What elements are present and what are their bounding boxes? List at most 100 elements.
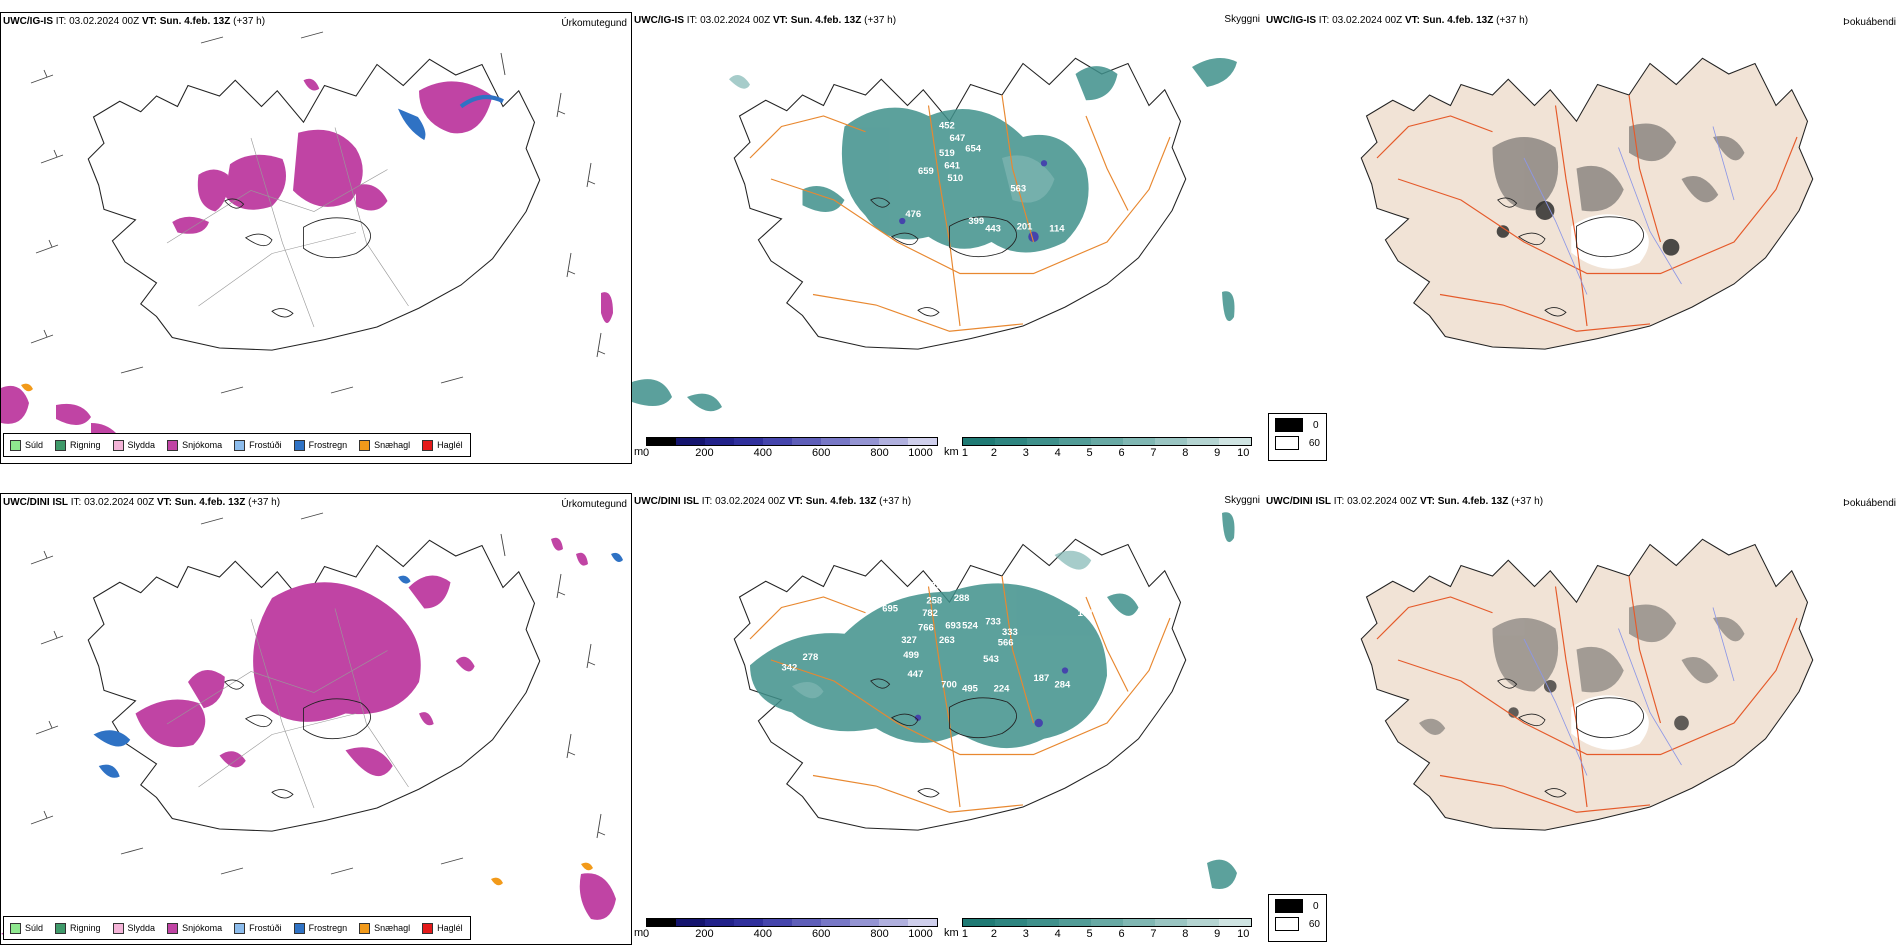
valid-time: Sun. 4.feb. 13Z	[1422, 15, 1494, 26]
swatch	[422, 922, 434, 934]
station-label: 263	[939, 635, 955, 646]
precip-type-map	[1, 31, 613, 437]
vt-label: VT:	[1419, 496, 1435, 507]
it-label: IT:	[1333, 496, 1345, 507]
station-label: 654	[965, 144, 981, 155]
station-label: 452	[939, 121, 955, 132]
legend-item-snaehagl: Snæhagl	[359, 922, 410, 934]
lead-time: (+37 h)	[233, 16, 266, 27]
panel-title: Skyggni	[1224, 495, 1260, 506]
cloudbase-colorbar-row2: 0 200 400 600 800 1000	[642, 918, 938, 941]
legend-item-sud: Súld	[10, 922, 43, 934]
fog-legend-row2: 0 60	[1268, 894, 1327, 942]
station-label: 295	[931, 581, 947, 592]
legend-item-frostregn: Frostregn	[293, 439, 347, 451]
swatch	[112, 439, 124, 451]
tick-label: 400	[753, 928, 772, 940]
tick-label: 10	[1237, 447, 1250, 459]
visibility-colorbar-row2: 1 2 3 4 5 6 7 8 9 10	[962, 918, 1252, 941]
tick-label: 0	[642, 447, 650, 459]
swatch	[10, 922, 21, 934]
model-name: UWC/IG-IS	[1266, 15, 1316, 26]
swatch	[55, 439, 67, 451]
station-label: 703	[1029, 568, 1045, 579]
legend-item-snaehagl: Snæhagl	[359, 439, 410, 451]
precip-type-legend: Súld Rigning Slydda Snjókoma Frostúði Fr…	[3, 433, 471, 457]
tick-label: 600	[812, 928, 831, 940]
swatch	[293, 922, 305, 934]
station-label: 510	[947, 173, 963, 184]
swatch	[55, 922, 67, 934]
cloudbase-colorbar-row1: 0 200 400 600 800 1000	[642, 437, 938, 460]
station-label: 700	[941, 679, 957, 690]
station-label: 447	[908, 669, 924, 680]
visibility-map: 452 647 654 519 641 510 659 563 443 201 …	[632, 57, 1237, 412]
fog-legend-row1: 0 60	[1268, 413, 1327, 461]
vt-label: VT:	[787, 496, 803, 507]
station-label: 258	[926, 595, 942, 606]
swatch	[234, 922, 246, 934]
precip-type-legend: Súld Rigning Slydda Snjókoma Frostúði Fr…	[3, 916, 471, 940]
colorbar-swatches	[962, 437, 1252, 446]
swatch	[293, 439, 305, 451]
station-label: 733	[985, 616, 1001, 627]
swatch	[234, 439, 246, 451]
tick-label: 200	[695, 928, 714, 940]
it-label: IT:	[55, 16, 67, 27]
tick-label: 4	[1054, 928, 1061, 940]
station-label: 519	[939, 148, 955, 159]
model-name: UWC/IG-IS	[634, 15, 684, 26]
station-label: 641	[944, 161, 960, 172]
station-label: 476	[905, 209, 921, 220]
swatch	[359, 439, 371, 451]
panel-header: UWC/IG-IS IT: 03.02.2024 00Z VT: Sun. 4.…	[634, 15, 896, 26]
tick-label: 6	[1118, 447, 1125, 459]
station-label: 563	[1010, 184, 1026, 195]
visibility-unit: km	[944, 927, 959, 939]
tick-label: 9	[1214, 447, 1221, 459]
legend-item-frostudi: Frostúði	[234, 439, 282, 451]
station-label: 327	[901, 635, 917, 646]
station-label: 499	[903, 650, 919, 661]
station-labels: 295 288 258 695 782 766 693 524 733 333 …	[782, 568, 1113, 695]
fog-panel-row1: UWC/IG-IS IT: 03.02.2024 00Z VT: Sun. 4.…	[1264, 12, 1900, 464]
tick-label: 5	[1086, 447, 1093, 459]
panel-header: UWC/DINI ISL IT: 03.02.2024 00Z VT: Sun.…	[1266, 496, 1543, 507]
valid-time: Sun. 4.feb. 13Z	[805, 496, 877, 507]
vt-label: VT:	[156, 497, 172, 508]
panel-header: UWC/DINI ISL IT: 03.02.2024 00Z VT: Sun.…	[3, 497, 280, 508]
fog-legend-item: 60	[1275, 436, 1320, 450]
station-label: 766	[918, 623, 934, 634]
tick-label: 2	[990, 447, 997, 459]
init-time: 03.02.2024 00Z	[700, 15, 771, 26]
tick-label: 2	[990, 928, 997, 940]
station-label: 693	[945, 621, 961, 632]
it-label: IT:	[686, 15, 698, 26]
station-label: 695	[882, 604, 898, 615]
tick-label: 1000	[908, 928, 933, 940]
swatch	[167, 439, 179, 451]
station-label: 187	[1034, 673, 1050, 684]
swatch	[10, 439, 21, 451]
tick-label: 1	[961, 928, 968, 940]
station-label: 782	[922, 608, 938, 619]
wind-barbs	[30, 512, 606, 875]
panel-header: UWC/IG-IS IT: 03.02.2024 00Z VT: Sun. 4.…	[3, 16, 265, 27]
station-label: 288	[954, 593, 970, 604]
vt-label: VT:	[141, 16, 157, 27]
valid-time: Sun. 4.feb. 13Z	[1437, 496, 1509, 507]
swatch	[359, 922, 371, 934]
model-name: UWC/DINI ISL	[634, 496, 699, 507]
station-label: 224	[994, 684, 1010, 695]
init-time: 03.02.2024 00Z	[69, 16, 140, 27]
station-label: 543	[983, 654, 999, 665]
fog-legend-item: 0	[1275, 899, 1320, 913]
visibility-panel-row1: 452 647 654 519 641 510 659 563 443 201 …	[632, 12, 1264, 464]
fog-map	[1360, 57, 1814, 350]
colorbar-ticks: 0 200 400 600 800 1000	[642, 927, 938, 941]
tick-label: 0	[642, 928, 650, 940]
tick-label: 1000	[908, 447, 933, 459]
station-label: 495	[962, 684, 978, 695]
tick-label: 6	[1118, 928, 1125, 940]
visibility-map: 295 288 258 695 782 766 693 524 733 333 …	[733, 512, 1237, 889]
